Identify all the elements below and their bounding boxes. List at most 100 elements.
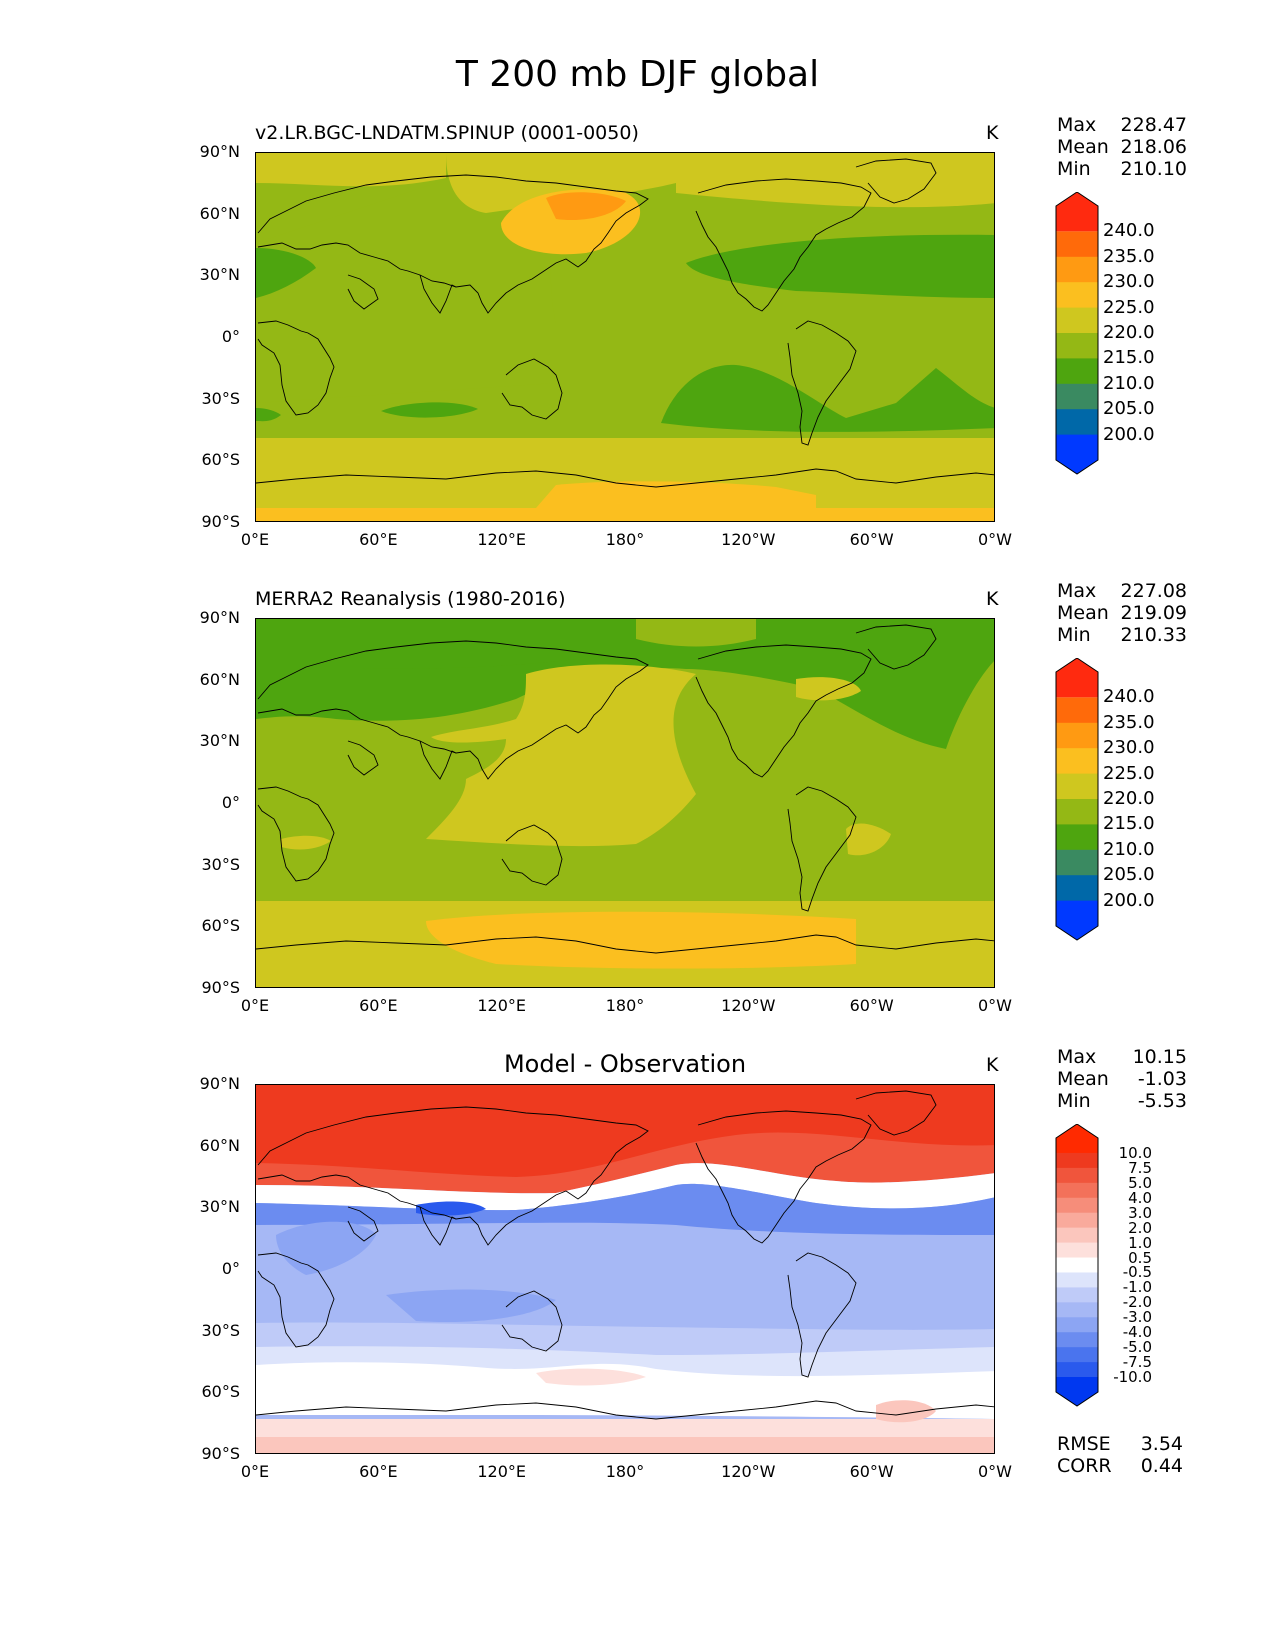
colorbar-tick-label: 215.0: [1103, 347, 1155, 369]
corr-value: 0.44: [1140, 1455, 1183, 1477]
colorbar: [1055, 1124, 1099, 1407]
x-tick-label: 0°E: [240, 996, 270, 1015]
stats-block: Max 10.15 Mean -1.03 Min -5.53: [1057, 1046, 1187, 1112]
colorbar-outline: [1055, 1124, 1099, 1407]
colorbar-tick-label: 200.0: [1103, 423, 1155, 445]
y-tick-label: 60°S: [201, 450, 240, 470]
colorbar-tick-label: 220.0: [1103, 322, 1155, 343]
colorbar-tick-label: 0.5: [1128, 1248, 1152, 1267]
colorbar-outline: [1055, 192, 1099, 475]
colorbar-segment: [1056, 1197, 1098, 1214]
colorbar-tick-label: 235.0: [1103, 711, 1155, 733]
x-tick-label: 120°E: [477, 996, 526, 1015]
coastline-4: [501, 824, 563, 886]
coastline-7: [855, 1090, 937, 1136]
map-plot: [255, 152, 995, 522]
coastline-7: [855, 158, 937, 204]
stat-label: Min: [1057, 1090, 1091, 1112]
stat-label: Max: [1057, 1046, 1097, 1068]
colorbar-segment: [1056, 875, 1098, 902]
colorbar-tick-label: 4.0: [1128, 1188, 1152, 1207]
coastline-7: [855, 624, 937, 670]
x-tick-label: 0°W: [978, 1462, 1012, 1481]
colorbar-segment: [1056, 1124, 1098, 1153]
y-tick-label: 0°: [221, 793, 240, 812]
y-tick-label: 30°S: [201, 1320, 240, 1340]
colorbar-tick-label: 240.0: [1103, 686, 1155, 708]
stat-value: -5.53: [1137, 1090, 1187, 1112]
figure-title: T 200 mb DJF global: [455, 54, 820, 95]
coastline-2: [419, 740, 457, 780]
x-tick-label: 60°W: [849, 996, 894, 1015]
colorbar-segment: [1056, 1302, 1098, 1318]
coastline-1: [257, 640, 649, 780]
colorbar-segment: [1056, 722, 1098, 749]
colorbar-segment: [1056, 1362, 1098, 1378]
colorbar-tick-label: 2.0: [1128, 1218, 1152, 1237]
coastline-1: [257, 174, 649, 314]
x-tick-label: 0°W: [978, 530, 1012, 549]
colorbar-segment: [1056, 1332, 1098, 1348]
x-tick-label: 180°: [605, 996, 645, 1015]
map-field: [256, 153, 994, 521]
coastline-4: [501, 1290, 563, 1352]
colorbar-segment: [1056, 434, 1098, 474]
coastline-5: [695, 644, 872, 778]
colorbar-tick-label: -0.5: [1122, 1263, 1152, 1282]
colorbar-tick-label: 240.0: [1103, 220, 1155, 242]
stats-block: Max 228.47 Mean 218.06 Min 210.10: [1057, 114, 1187, 180]
colorbar-tick-label: 3.0: [1128, 1203, 1152, 1222]
coastline-3: [347, 1206, 379, 1242]
coastline-8: [256, 934, 994, 954]
map-field: [256, 1085, 994, 1453]
y-tick-label: 60°N: [199, 203, 240, 223]
y-tick-label: 60°S: [201, 1382, 240, 1402]
coastline-8: [256, 1400, 994, 1420]
panel-observation: MERRA2 Reanalysis (1980-2016) K 90°N 60°N 30…: [0, 580, 1275, 1088]
x-tick-label: 60°E: [359, 1462, 398, 1481]
y-tick-label: 30°N: [199, 1197, 240, 1217]
stat-value: 228.47: [1120, 114, 1187, 136]
coastline-3: [347, 740, 379, 776]
colorbar-tick-label: 10.0: [1118, 1143, 1152, 1162]
colorbar-segment: [1056, 658, 1098, 698]
x-tick-label: 0°E: [240, 530, 270, 549]
colorbar-tick-label: -7.5: [1122, 1353, 1152, 1372]
colorbar-outline: [1055, 658, 1099, 941]
panel-title: MERRA2 Reanalysis (1980-2016): [255, 588, 566, 610]
coastline-5: [695, 1110, 872, 1244]
coastline-6: [787, 320, 857, 446]
colorbar-segment: [1056, 256, 1098, 283]
y-tick-label: 90°S: [201, 978, 240, 997]
stat-label: Min: [1057, 624, 1091, 646]
coastline-6: [787, 786, 857, 912]
colorbar-tick-label: 230.0: [1103, 271, 1155, 293]
y-tick-label: 90°N: [199, 1074, 240, 1093]
stats-block: Max 227.08 Mean 219.09 Min 210.33: [1057, 580, 1187, 646]
coastline-2: [419, 274, 457, 314]
rmse-value: 3.54: [1140, 1433, 1183, 1455]
map-plot: [255, 1084, 995, 1454]
map-field: [256, 619, 994, 987]
x-tick-label: 0°E: [240, 1462, 270, 1481]
colorbar-tick-label: -4.0: [1122, 1323, 1152, 1342]
colorbar-segment: [1056, 1257, 1098, 1273]
colorbar-segment: [1056, 773, 1098, 800]
colorbar-segment: [1056, 282, 1098, 309]
colorbar-segment: [1056, 383, 1098, 410]
colorbar-segment: [1056, 1377, 1098, 1406]
colorbar-segment: [1056, 1347, 1098, 1363]
x-tick-label: 120°E: [477, 530, 526, 549]
stat-value: 210.10: [1120, 158, 1187, 180]
colorbar-segment: [1056, 409, 1098, 436]
colorbar-segment: [1056, 358, 1098, 385]
colorbar-segment: [1056, 307, 1098, 334]
colorbar-segment: [1056, 1182, 1098, 1199]
y-tick-label: 90°N: [199, 608, 240, 627]
colorbar-tick-label: 1.0: [1128, 1233, 1152, 1252]
colorbar-tick-label: 210.0: [1103, 838, 1155, 860]
x-tick-label: 180°: [605, 530, 645, 549]
colorbar-segment: [1056, 697, 1098, 724]
coastline-1: [257, 1106, 649, 1246]
colorbar-tick-label: 225.0: [1103, 762, 1155, 784]
